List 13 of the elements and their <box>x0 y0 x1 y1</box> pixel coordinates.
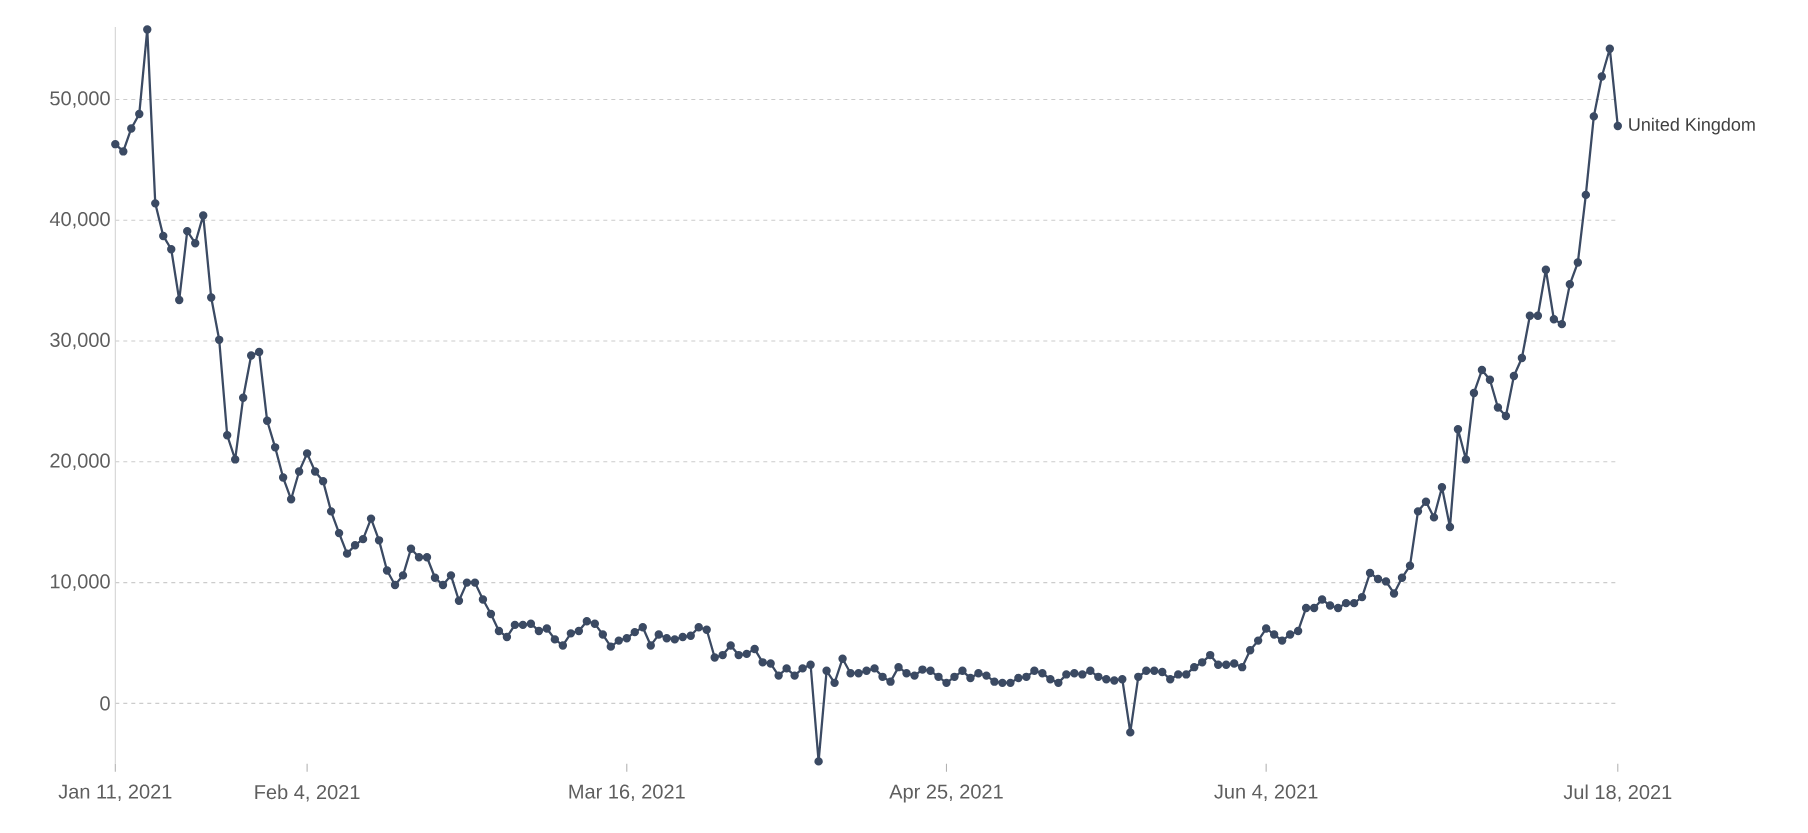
y-tick-label: 40,000 <box>49 211 110 229</box>
y-tick-label: 0 <box>100 696 110 711</box>
y-tick-label: 30,000 <box>50 332 110 350</box>
x-tick-label: Feb 4, 2021 <box>255 784 360 802</box>
y-tick-label: 10,000 <box>50 574 110 591</box>
x-tick-label: Jul 18, 2021 <box>1563 784 1672 802</box>
x-tick-label: Apr 25, 2021 <box>889 784 1003 803</box>
x-tick-label: Jun 4, 2021 <box>1214 784 1318 802</box>
y-tick-label: 50,000 <box>50 91 110 108</box>
x-tick-label: Jan 11, 2021 <box>58 784 172 802</box>
series-label: United Kingdom <box>1629 117 1755 135</box>
x-tick-label: Mar 16, 2021 <box>569 784 685 802</box>
y-tick-label: 20,000 <box>50 453 110 471</box>
